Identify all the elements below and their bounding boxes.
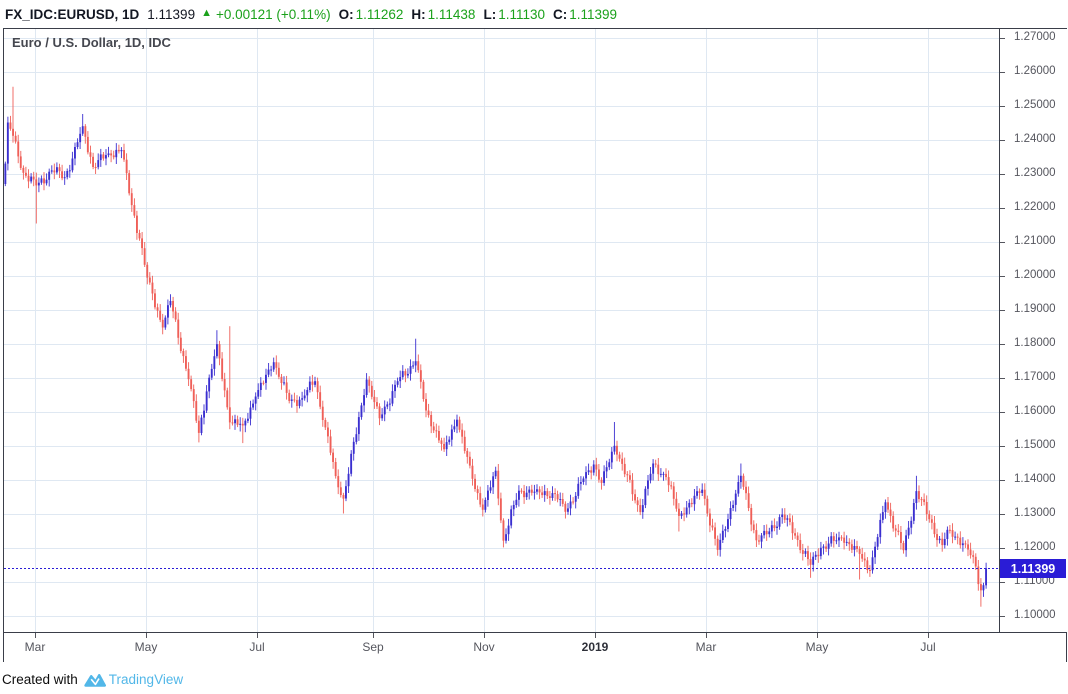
price-axis-tick	[1000, 412, 1005, 413]
candlestick-plot[interactable]	[4, 29, 999, 632]
price-axis-label: 1.22000	[1014, 201, 1056, 214]
price-axis-tick	[1000, 174, 1005, 175]
tradingview-logo-icon	[84, 673, 106, 687]
time-axis-month-label: Jul	[920, 640, 936, 654]
time-axis-tick	[595, 633, 596, 638]
ohlc-open-label: O:	[338, 6, 354, 22]
price-change: +0.00121 (+0.11%)	[215, 6, 331, 22]
time-axis-tick	[146, 633, 147, 638]
ohlc-low-label: L:	[483, 6, 497, 22]
time-axis-tick	[817, 633, 818, 638]
price-axis-label: 1.12000	[1014, 541, 1056, 554]
time-axis-tick	[928, 633, 929, 638]
price-axis-tick	[1000, 38, 1005, 39]
price-axis-tick	[1000, 480, 1005, 481]
price-axis-label: 1.10000	[1014, 609, 1056, 622]
time-axis-month-label: Sep	[362, 640, 384, 654]
chart-header: FX_IDC:EURUSD, 1D 1.11399 ▲ +0.00121 (+0…	[0, 0, 1068, 28]
last-price: 1.11399	[147, 6, 196, 22]
price-axis-tick	[1000, 72, 1005, 73]
price-axis-tick	[1000, 616, 1005, 617]
price-axis-label: 1.15000	[1014, 439, 1056, 452]
time-axis-month-label: Jul	[249, 640, 265, 654]
price-axis-tick	[1000, 446, 1005, 447]
price-axis-tick	[1000, 106, 1005, 107]
price-axis-label: 1.11000	[1014, 575, 1055, 588]
symbol-title: FX_IDC:EURUSD, 1D	[5, 6, 140, 22]
time-axis-month-label: May	[805, 640, 829, 654]
ohlc-high-label: H:	[411, 6, 426, 22]
price-axis-label: 1.19000	[1014, 303, 1056, 316]
price-axis-tick	[1000, 514, 1005, 515]
price-axis-label: 1.21000	[1014, 235, 1056, 248]
up-triangle-icon: ▲	[201, 7, 212, 19]
price-axis-label: 1.26000	[1014, 65, 1056, 78]
price-axis-tick	[1000, 276, 1005, 277]
time-axis-tick	[257, 633, 258, 638]
price-axis-label: 1.25000	[1014, 99, 1056, 112]
price-axis[interactable]: 1.27000 1.26000 1.25000 1.24000 1.23000 1.220…	[999, 29, 1067, 632]
time-axis-tick	[35, 633, 36, 638]
price-axis-label: 1.13000	[1014, 507, 1056, 520]
time-axis-tick	[373, 633, 374, 638]
current-price-tag: 1.11399	[1000, 559, 1066, 578]
tradingview-link[interactable]: TradingView	[108, 671, 184, 687]
price-axis-tick	[1000, 242, 1005, 243]
ohlc-close-label: C:	[553, 6, 568, 22]
chart-frame: Euro / U.S. Dollar, 1D, IDC 1.27000 1.260…	[3, 28, 1067, 662]
pane-title: Euro / U.S. Dollar, 1D, IDC	[12, 35, 171, 50]
ohlc-open-value: 1.11262	[355, 6, 404, 22]
price-axis-tick	[1000, 140, 1005, 141]
price-axis-tick	[1000, 548, 1005, 549]
time-axis-year-label: 2019	[581, 640, 609, 654]
ohlc-low-value: 1.11130	[498, 6, 545, 22]
price-axis-tick	[1000, 310, 1005, 311]
time-axis-tick	[706, 633, 707, 638]
price-axis-label: 1.14000	[1014, 473, 1056, 486]
current-price-tag-value: 1.11399	[1010, 561, 1056, 576]
time-axis-tick	[484, 633, 485, 638]
price-axis-label: 1.27000	[1014, 31, 1056, 44]
price-axis-label: 1.18000	[1014, 337, 1056, 350]
time-axis-month-label: Mar	[695, 640, 717, 654]
price-axis-tick	[1000, 208, 1005, 209]
price-axis-tick	[1000, 582, 1005, 583]
time-axis-month-label: Nov	[473, 640, 495, 654]
attribution-footer: Created with TradingView	[2, 667, 183, 691]
ohlc-high-value: 1.11438	[427, 6, 476, 22]
price-axis-label: 1.16000	[1014, 405, 1056, 418]
price-axis-label: 1.23000	[1014, 167, 1056, 180]
price-axis-label: 1.17000	[1014, 371, 1056, 384]
price-axis-label: 1.20000	[1014, 269, 1056, 282]
time-axis-month-label: Mar	[24, 640, 46, 654]
time-axis[interactable]: Mar May Jul Sep Nov 2019 Mar May Jul	[4, 632, 1066, 662]
price-axis-tick	[1000, 378, 1005, 379]
ohlc-close-value: 1.11399	[569, 6, 618, 22]
price-axis-label: 1.24000	[1014, 133, 1056, 146]
price-axis-tick	[1000, 344, 1005, 345]
time-axis-month-label: May	[134, 640, 158, 654]
created-with-label: Created with	[2, 671, 78, 687]
